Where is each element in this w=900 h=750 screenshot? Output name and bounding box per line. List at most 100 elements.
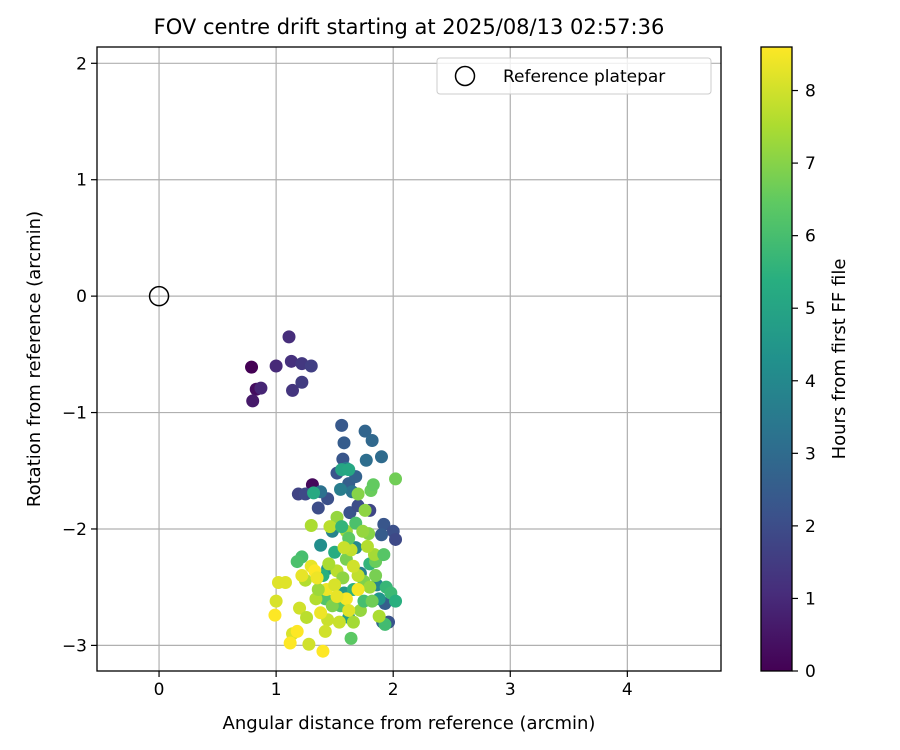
data-point [344,631,358,645]
data-point [307,486,321,500]
y-tick-label: −3 [62,636,87,656]
chart-title: FOV centre drift starting at 2025/08/13 … [154,15,665,39]
x-tick-label: 1 [271,680,282,700]
data-point [358,424,372,438]
data-point [268,608,282,622]
data-point [290,555,304,569]
data-point [330,589,344,603]
data-point [293,601,307,615]
data-point [295,375,309,389]
data-point [269,359,283,373]
y-tick-label: 0 [76,287,87,307]
data-point [366,478,380,492]
data-point [311,501,325,515]
colorbar-tick-label: 1 [805,589,816,609]
colorbar-label: Hours from first FF file [829,259,850,460]
data-point [374,450,388,464]
data-point [377,548,391,562]
x-tick-label: 4 [622,680,633,700]
data-point [358,503,372,517]
x-tick-label: 3 [505,680,516,700]
y-tick-label: 1 [76,171,87,191]
legend-label: Reference platepar [503,67,665,87]
x-axis-ticks: 0 1 2 3 4 [154,671,633,700]
data-point [363,580,377,594]
data-point [342,463,356,477]
plot-frame [96,46,722,672]
colorbar-tick-label: 0 [805,662,816,682]
data-point [304,518,318,532]
legend-box [436,57,712,95]
colorbar-tick-label: 3 [805,444,816,464]
data-point [311,583,325,597]
data-point [323,520,337,534]
colorbar-tick-label: 2 [805,517,816,537]
grid [97,47,721,671]
data-point [369,569,383,583]
colorbar-tick-label: 5 [805,299,816,319]
reference-marker [148,285,170,307]
data-point [282,330,296,344]
data-points [245,330,403,658]
reference-point [148,285,170,307]
data-point [254,381,268,395]
colorbar-gradient [760,46,793,672]
legend-open-circle-icon [454,65,476,87]
data-point [314,538,328,552]
data-point [310,571,324,585]
legend: Reference platepar [436,57,712,95]
data-point [322,557,336,571]
data-point [328,578,342,592]
data-point [389,594,403,608]
data-point [346,559,360,573]
x-tick-label: 0 [154,680,165,700]
data-point [365,433,379,447]
data-point [342,603,356,617]
data-point [314,606,328,620]
colorbar-tick-label: 7 [805,154,816,174]
colorbar: 0 1 2 3 4 5 6 7 8 Hours from first FF file [760,46,850,682]
colorbar-tick-label: 6 [805,227,816,247]
data-point [351,487,365,501]
data-point [377,517,391,531]
data-point [365,594,379,608]
colorbar-ticks: 0 1 2 3 4 5 6 7 8 [792,82,816,682]
colorbar-tick-label: 4 [805,372,816,392]
x-axis-label: Angular distance from reference (arcmin) [223,713,596,734]
data-point [332,615,346,629]
data-point [295,569,309,583]
data-point [337,436,351,450]
y-axis-label: Rotation from reference (arcmin) [24,211,45,507]
data-point [389,472,403,486]
data-point [245,360,259,374]
data-point [246,394,260,408]
data-point [304,359,318,373]
data-point [290,624,304,638]
data-point [283,636,297,650]
data-point [389,532,403,546]
data-point [302,637,316,651]
data-point [374,528,388,542]
data-point [335,418,349,432]
data-point [337,541,351,555]
y-tick-label: −1 [62,404,87,424]
data-point [286,383,300,397]
data-point [346,615,360,629]
data-point [269,594,283,608]
data-point [334,482,348,496]
data-point [359,453,373,467]
data-point [300,610,314,624]
y-axis-ticks: −3 −2 −1 0 1 2 [62,54,97,656]
data-point [318,624,332,638]
data-point [278,576,292,590]
data-point [360,539,374,553]
y-tick-label: 2 [76,54,87,74]
data-point [351,583,365,597]
data-point [316,644,330,658]
data-point [356,524,370,538]
y-tick-label: −2 [62,520,87,540]
colorbar-tick-label: 8 [805,82,816,102]
data-point [335,520,349,534]
data-point [284,354,298,368]
